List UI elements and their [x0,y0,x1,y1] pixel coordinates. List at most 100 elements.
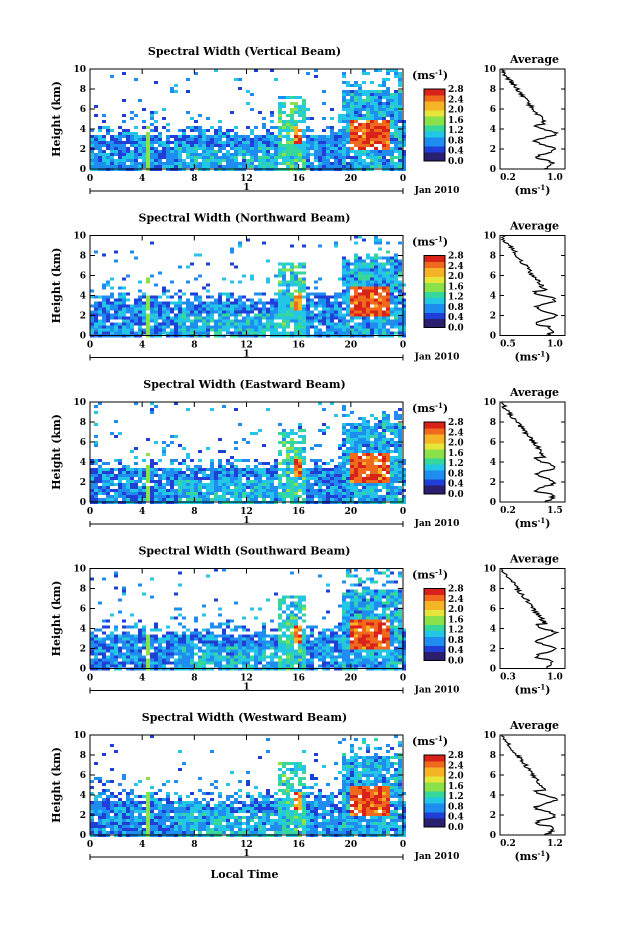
x-tick-label: 12 [240,507,253,517]
profile-y-tick-label: 8 [490,751,496,761]
y-tick-label: 4 [80,292,86,302]
x-tick-label: 16 [292,840,305,850]
y-axis-label: Height (km) [50,414,63,490]
colorbar-tick-label: 0.0 [448,823,464,833]
day-label: 1 [243,516,249,526]
x-tick-label: 0 [87,674,93,684]
y-tick-label: 6 [80,105,86,115]
profile-panel: Average 0 2 4 6 8 10 0.2 1.2(ms-1) [483,719,566,863]
y-tick-label: 0 [80,665,86,675]
colorbar: 0.00.40.81.21.62.02.42.8(ms-1) [412,401,464,500]
y-tick-label: 0 [80,498,86,508]
x-tick-label: 16 [292,174,305,184]
chart-title: Spectral Width (Eastward Beam) [143,378,345,391]
profile-x-label: (ms-1) [514,516,550,530]
x-tick-label: 20 [345,840,358,850]
x-tick-label: 8 [191,507,197,517]
profile-x-label: (ms-1) [514,849,550,863]
y-axis-label: Height (km) [50,581,63,657]
colorbar-tick-label: 0.4 [448,646,464,656]
profile-y-tick-label: 4 [490,292,496,302]
profile-panel: Average 0 2 4 6 8 10 0.2 1.0(ms-1) [483,53,566,197]
date-label: Jan 2010 [414,186,460,196]
profile-x-tick-label: 1.0 [547,340,563,350]
profile-x-tick-label: 0.5 [500,340,516,350]
chart-title: Spectral Width (Westward Beam) [142,711,347,724]
y-tick-label: 4 [80,125,86,135]
colorbar-tick-label: 2.4 [448,428,464,438]
profile-y-tick-label: 6 [490,771,496,781]
profile-y-tick-label: 4 [490,625,496,635]
colorbar-tick-label: 1.2 [448,126,464,136]
colorbar-unit: (ms-1) [412,568,448,582]
colorbar-tick-label: 0.8 [448,303,464,313]
profile-y-tick-label: 10 [483,565,496,575]
day-label: 1 [243,849,249,859]
x-tick-label: 12 [240,174,253,184]
profile-y-tick-label: 10 [483,731,496,741]
colorbar-tick-label: 0.4 [448,813,464,823]
colorbar-tick-label: 1.2 [448,459,464,469]
colorbar-tick-label: 2.4 [448,595,464,605]
colorbar-unit: (ms-1) [412,734,448,748]
colorbar: 0.00.40.81.21.62.02.42.8(ms-1) [412,568,464,667]
y-tick-label: 0 [80,165,86,175]
colorbar-tick-label: 0.0 [448,157,464,167]
colorbar-tick-label: 1.6 [448,449,464,459]
x-tick-label: 12 [240,341,253,351]
y-tick-label: 8 [80,418,86,428]
y-axis-label: Height (km) [50,747,63,823]
chart-title: Spectral Width (Southward Beam) [138,545,350,558]
profile-y-tick-label: 2 [490,478,496,488]
profile-x-tick-label: 0.2 [500,506,516,516]
x-tick-label: 4 [139,174,145,184]
y-tick-label: 10 [73,731,86,741]
profile-curve [500,234,559,337]
colorbar-tick-label: 1.6 [448,782,464,792]
profile-frame [499,568,566,669]
profile-frame [499,235,566,336]
profile-x-tick-label: 1.0 [547,673,563,683]
profile-x-label: (ms-1) [514,350,550,364]
colorbar-unit: (ms-1) [412,235,448,249]
panel-4: Spectral Width (Southward Beam) 0 2 4 6 8 10 0 4… [50,545,566,697]
profile-y-tick-label: 2 [490,645,496,655]
y-tick-label: 8 [80,252,86,262]
colorbar-tick-label: 2.4 [448,95,464,105]
profile-y-tick-label: 8 [490,585,496,595]
profile-y-tick-label: 8 [490,252,496,262]
profile-y-tick-label: 4 [490,791,496,801]
x-tick-label: 20 [345,341,358,351]
colorbar-tick-label: 1.6 [448,116,464,126]
colorbar-tick-label: 2.0 [448,272,464,282]
y-tick-label: 10 [73,565,86,575]
date-label: Jan 2010 [414,353,460,363]
x-tick-label: 4 [139,341,145,351]
colorbar-tick-label: 0.0 [448,324,464,334]
colorbar-tick-label: 1.2 [448,626,464,636]
x-tick-label: 4 [139,674,145,684]
colorbar-tick-label: 0.8 [448,136,464,146]
y-axis-label: Height (km) [50,248,63,324]
x-tick-label: 4 [139,840,145,850]
profile-title: Average [509,386,559,399]
colorbar-unit: (ms-1) [412,401,448,415]
y-axis-label: Height (km) [50,81,63,157]
x-tick-label: 4 [139,507,145,517]
profile-y-tick-label: 10 [483,65,496,75]
profile-title: Average [509,553,559,566]
profile-y-tick-label: 2 [490,312,496,322]
day-label: 1 [243,183,249,193]
x-tick-label: 0 [400,341,406,351]
profile-y-tick-label: 6 [490,272,496,282]
y-tick-label: 2 [80,145,86,155]
x-tick-label: 0 [400,840,406,850]
colorbar-tick-label: 2.0 [448,439,464,449]
y-tick-label: 2 [80,811,86,821]
y-tick-label: 6 [80,605,86,615]
colorbar-tick-label: 1.2 [448,293,464,303]
profile-title: Average [509,719,559,732]
x-tick-label: 12 [240,674,253,684]
